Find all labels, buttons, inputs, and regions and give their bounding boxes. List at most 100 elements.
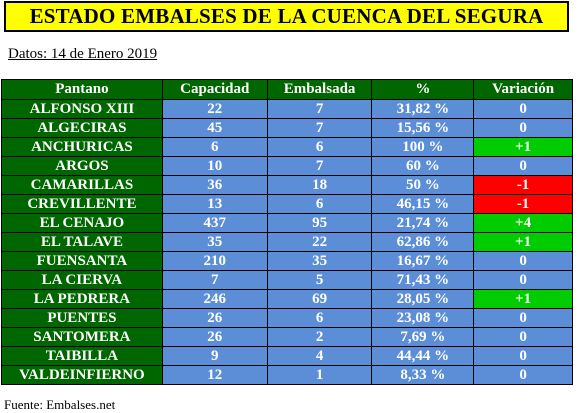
stored-value: 95 (266, 213, 373, 233)
table-row: PUENTES 26 6 23,08 % 0 (1, 308, 573, 328)
capacity-value: 13 (161, 194, 268, 214)
stored-value: 6 (266, 137, 373, 157)
percent-value: 15,56 % (371, 118, 475, 138)
variation-value: -1 (473, 175, 573, 195)
table-row: LA PEDRERA 246 69 28,05 % +1 (1, 289, 573, 309)
variation-value: +4 (473, 213, 573, 233)
reservoir-name: CREVILLENTE (1, 194, 163, 214)
percent-value: 31,82 % (371, 99, 475, 119)
header-pantano: Pantano (1, 79, 163, 100)
header-percent: % (371, 79, 475, 100)
variation-value: 0 (473, 156, 573, 176)
capacity-value: 22 (161, 99, 268, 119)
stored-value: 35 (266, 251, 373, 271)
table-row: TAIBILLA 9 4 44,44 % 0 (1, 346, 573, 366)
table-row: EL CENAJO 437 95 21,74 % +4 (1, 213, 573, 233)
table-row: SANTOMERA 26 2 7,69 % 0 (1, 327, 573, 347)
reservoir-name: TAIBILLA (1, 346, 163, 366)
table-row: ANCHURICAS 6 6 100 % +1 (1, 137, 573, 157)
capacity-value: 26 (161, 308, 268, 328)
percent-value: 46,15 % (371, 194, 475, 214)
capacity-value: 246 (161, 289, 268, 309)
reservoir-name: ANCHURICAS (1, 137, 163, 157)
percent-value: 50 % (371, 175, 475, 195)
variation-value: 0 (473, 365, 573, 385)
table-header-row: Pantano Capacidad Embalsada % Variación (1, 79, 573, 100)
reservoir-name: ALFONSO XIII (1, 99, 163, 119)
header-embalsada: Embalsada (266, 79, 373, 100)
table-row: ALFONSO XIII 22 7 31,82 % 0 (1, 99, 573, 119)
percent-value: 23,08 % (371, 308, 475, 328)
stored-value: 18 (266, 175, 373, 195)
variation-value: 0 (473, 327, 573, 347)
stored-value: 4 (266, 346, 373, 366)
capacity-value: 210 (161, 251, 268, 271)
stored-value: 69 (266, 289, 373, 309)
reservoir-name: PUENTES (1, 308, 163, 328)
reservoir-name: ARGOS (1, 156, 163, 176)
report-title: ESTADO EMBALSES DE LA CUENCA DEL SEGURA (4, 1, 569, 32)
reservoir-name: ALGECIRAS (1, 118, 163, 138)
percent-value: 100 % (371, 137, 475, 157)
table-row: FUENSANTA 210 35 16,67 % 0 (1, 251, 573, 271)
table-row: EL TALAVE 35 22 62,86 % +1 (1, 232, 573, 252)
stored-value: 7 (266, 156, 373, 176)
variation-value: +1 (473, 137, 573, 157)
data-date: Datos: 14 de Enero 2019 (8, 46, 158, 62)
header-variacion: Variación (473, 79, 573, 100)
capacity-value: 437 (161, 213, 268, 233)
capacity-value: 9 (161, 346, 268, 366)
capacity-value: 7 (161, 270, 268, 290)
header-capacidad: Capacidad (161, 79, 268, 100)
reservoir-name: VALDEINFIERNO (1, 365, 163, 385)
stored-value: 6 (266, 194, 373, 214)
reservoir-name: LA PEDRERA (1, 289, 163, 309)
table-row: VALDEINFIERNO 12 1 8,33 % 0 (1, 365, 573, 385)
table-row: ALGECIRAS 45 7 15,56 % 0 (1, 118, 573, 138)
capacity-value: 35 (161, 232, 268, 252)
stored-value: 2 (266, 327, 373, 347)
reservoir-name: EL TALAVE (1, 232, 163, 252)
table-row: CAMARILLAS 36 18 50 % -1 (1, 175, 573, 195)
reservoir-name: CAMARILLAS (1, 175, 163, 195)
variation-value: 0 (473, 251, 573, 271)
reservoir-name: EL CENAJO (1, 213, 163, 233)
capacity-value: 36 (161, 175, 268, 195)
percent-value: 8,33 % (371, 365, 475, 385)
percent-value: 62,86 % (371, 232, 475, 252)
variation-value: 0 (473, 270, 573, 290)
reservoir-table: Pantano Capacidad Embalsada % Variación … (1, 79, 573, 385)
table-body: ALFONSO XIII 22 7 31,82 % 0 ALGECIRAS 45 7 15,56… (1, 99, 573, 385)
variation-value: 0 (473, 118, 573, 138)
table-row: LA CIERVA 7 5 71,43 % 0 (1, 270, 573, 290)
capacity-value: 12 (161, 365, 268, 385)
reservoir-name: FUENSANTA (1, 251, 163, 271)
stored-value: 6 (266, 308, 373, 328)
stored-value: 7 (266, 118, 373, 138)
percent-value: 21,74 % (371, 213, 475, 233)
variation-value: 0 (473, 346, 573, 366)
table-row: ARGOS 10 7 60 % 0 (1, 156, 573, 176)
stored-value: 22 (266, 232, 373, 252)
variation-value: +1 (473, 289, 573, 309)
source-note: Fuente: Embalses.net (4, 397, 116, 412)
variation-value: 0 (473, 308, 573, 328)
stored-value: 7 (266, 99, 373, 119)
reservoir-name: LA CIERVA (1, 270, 163, 290)
reservoir-name: SANTOMERA (1, 327, 163, 347)
percent-value: 71,43 % (371, 270, 475, 290)
capacity-value: 26 (161, 327, 268, 347)
capacity-value: 45 (161, 118, 268, 138)
percent-value: 7,69 % (371, 327, 475, 347)
variation-value: +1 (473, 232, 573, 252)
variation-value: -1 (473, 194, 573, 214)
stored-value: 1 (266, 365, 373, 385)
percent-value: 44,44 % (371, 346, 475, 366)
capacity-value: 6 (161, 137, 268, 157)
table-row: CREVILLENTE 13 6 46,15 % -1 (1, 194, 573, 214)
percent-value: 16,67 % (371, 251, 475, 271)
variation-value: 0 (473, 99, 573, 119)
stored-value: 5 (266, 270, 373, 290)
percent-value: 60 % (371, 156, 475, 176)
capacity-value: 10 (161, 156, 268, 176)
